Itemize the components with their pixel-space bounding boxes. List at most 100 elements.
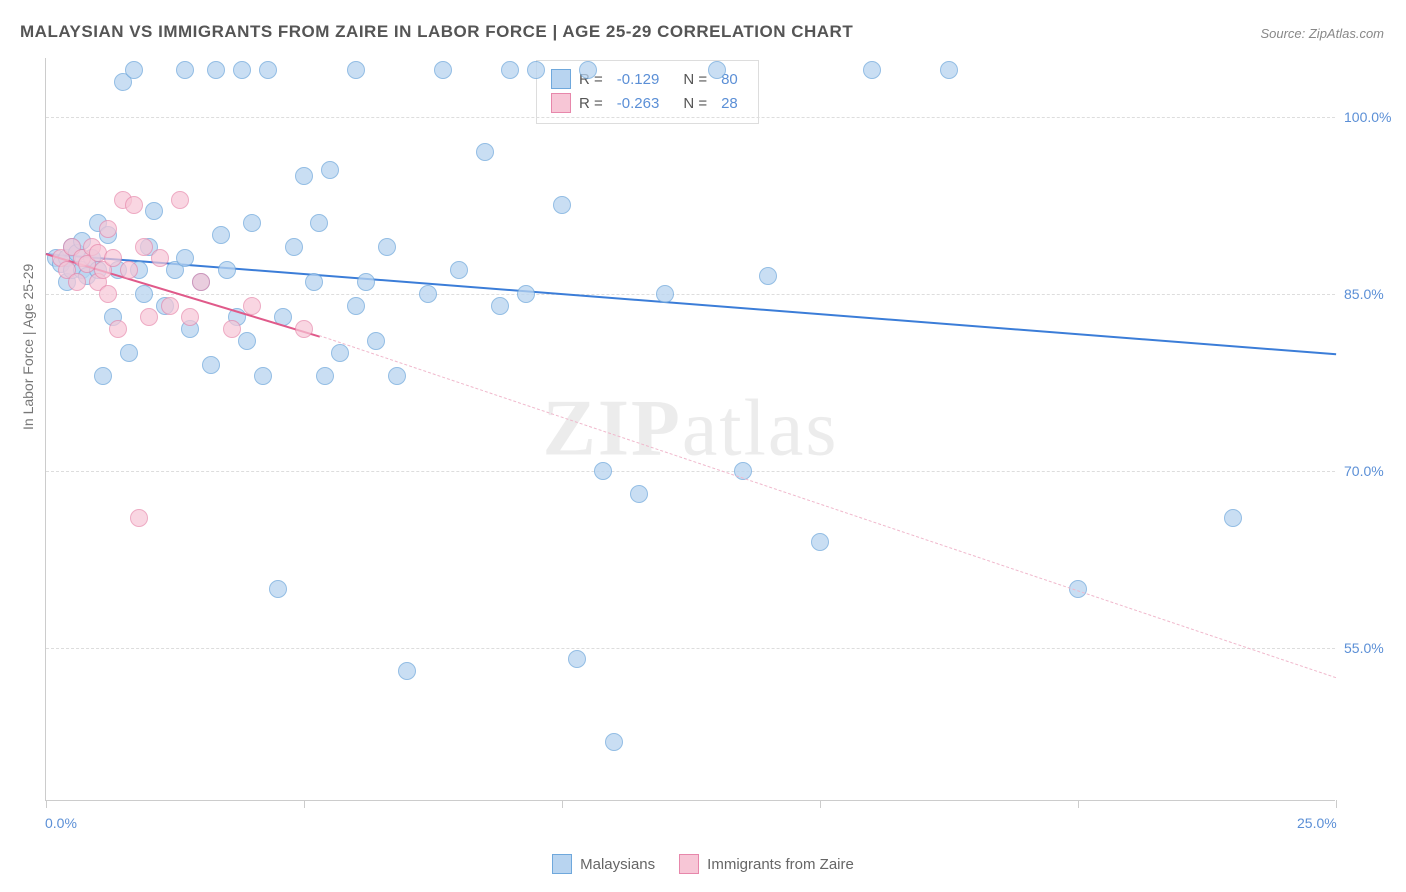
n-label: N = (683, 95, 707, 112)
data-point (212, 226, 230, 244)
x-tick (1078, 800, 1079, 808)
data-point (94, 367, 112, 385)
data-point (130, 509, 148, 527)
x-tick (304, 800, 305, 808)
data-point (269, 580, 287, 598)
data-point (68, 273, 86, 291)
data-point (254, 367, 272, 385)
data-point (708, 61, 726, 79)
legend-swatch (551, 93, 571, 113)
data-point (568, 650, 586, 668)
data-point (434, 61, 452, 79)
data-point (218, 261, 236, 279)
data-point (398, 662, 416, 680)
data-point (176, 249, 194, 267)
r-value: -0.129 (617, 71, 660, 88)
x-tick-label: 25.0% (1297, 815, 1337, 831)
data-point (630, 485, 648, 503)
data-point (135, 238, 153, 256)
data-point (176, 61, 194, 79)
data-point (140, 308, 158, 326)
data-point (238, 332, 256, 350)
data-point (125, 196, 143, 214)
data-point (517, 285, 535, 303)
data-point (305, 273, 323, 291)
r-label: R = (579, 95, 603, 112)
data-point (476, 143, 494, 161)
data-point (579, 61, 597, 79)
x-tick-label: 0.0% (45, 815, 77, 831)
data-point (419, 285, 437, 303)
y-tick-label: 70.0% (1344, 463, 1399, 479)
data-point (223, 320, 241, 338)
data-point (1224, 509, 1242, 527)
data-point (310, 214, 328, 232)
data-point (501, 61, 519, 79)
legend-item: Immigrants from Zaire (679, 854, 854, 874)
data-point (491, 297, 509, 315)
legend-label: Immigrants from Zaire (707, 856, 854, 873)
data-point (135, 285, 153, 303)
data-point (171, 191, 189, 209)
data-point (940, 61, 958, 79)
data-point (192, 273, 210, 291)
gridline (46, 648, 1335, 649)
data-point (259, 61, 277, 79)
data-point (120, 344, 138, 362)
data-point (109, 320, 127, 338)
data-point (243, 214, 261, 232)
y-tick-label: 85.0% (1344, 286, 1399, 302)
data-point (120, 261, 138, 279)
r-value: -0.263 (617, 95, 660, 112)
x-tick (562, 800, 563, 808)
watermark-bold: ZIP (543, 385, 682, 473)
data-point (145, 202, 163, 220)
gridline (46, 294, 1335, 295)
y-tick-label: 100.0% (1344, 109, 1399, 125)
y-axis-title: In Labor Force | Age 25-29 (20, 264, 36, 430)
data-point (347, 297, 365, 315)
legend-swatch (552, 854, 572, 874)
data-point (202, 356, 220, 374)
x-tick (820, 800, 821, 808)
x-tick (1336, 800, 1337, 808)
x-tick (46, 800, 47, 808)
data-point (863, 61, 881, 79)
series-legend: Malaysians Immigrants from Zaire (0, 854, 1406, 874)
data-point (99, 285, 117, 303)
data-point (181, 308, 199, 326)
gridline (46, 117, 1335, 118)
data-point (316, 367, 334, 385)
legend-swatch (551, 69, 571, 89)
gridline (46, 471, 1335, 472)
data-point (125, 61, 143, 79)
data-point (357, 273, 375, 291)
data-point (347, 61, 365, 79)
plot-area: ZIPatlas R =-0.129N =80R =-0.263N =28 55… (45, 58, 1335, 801)
data-point (321, 161, 339, 179)
data-point (207, 61, 225, 79)
data-point (378, 238, 396, 256)
data-point (104, 249, 122, 267)
chart-container: MALAYSIAN VS IMMIGRANTS FROM ZAIRE IN LA… (0, 0, 1406, 892)
data-point (161, 297, 179, 315)
data-point (367, 332, 385, 350)
y-tick-label: 55.0% (1344, 640, 1399, 656)
data-point (656, 285, 674, 303)
chart-title: MALAYSIAN VS IMMIGRANTS FROM ZAIRE IN LA… (20, 22, 853, 42)
data-point (151, 249, 169, 267)
data-point (450, 261, 468, 279)
data-point (295, 320, 313, 338)
source-label: Source: ZipAtlas.com (1260, 26, 1384, 41)
data-point (388, 367, 406, 385)
legend-item: Malaysians (552, 854, 655, 874)
data-point (527, 61, 545, 79)
data-point (295, 167, 313, 185)
watermark-light: atlas (682, 385, 839, 473)
data-point (594, 462, 612, 480)
n-value: 28 (721, 95, 738, 112)
data-point (811, 533, 829, 551)
n-label: N = (683, 71, 707, 88)
legend-swatch (679, 854, 699, 874)
data-point (233, 61, 251, 79)
